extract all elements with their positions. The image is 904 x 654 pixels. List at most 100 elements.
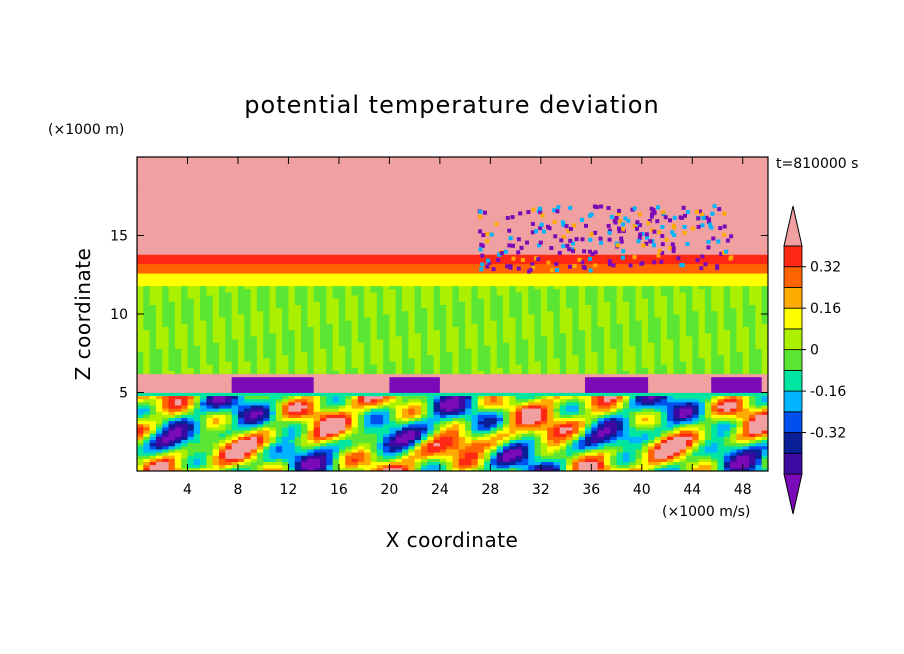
contour-cell <box>540 427 548 431</box>
contour-cell <box>490 420 498 425</box>
contour-cell <box>761 411 768 415</box>
contour-cell <box>629 392 636 397</box>
contour-cell <box>427 405 434 409</box>
contour-cell <box>578 414 586 419</box>
contour-cell <box>723 452 731 456</box>
contour-cell <box>319 464 327 469</box>
contour-cell <box>711 361 718 365</box>
contour-cell <box>736 436 744 440</box>
contour-cell <box>187 386 195 390</box>
contour-cell <box>622 314 630 318</box>
contour-cell <box>376 467 384 471</box>
contour-cell <box>137 464 144 469</box>
contour-cell <box>465 423 472 428</box>
contour-cell <box>269 386 277 390</box>
contour-cell <box>534 370 542 375</box>
contour-cell <box>566 323 573 327</box>
contour-cell <box>496 442 504 447</box>
contour-cell <box>704 323 712 327</box>
contour-cell <box>496 373 504 378</box>
contour-cell <box>200 351 207 356</box>
contour-cell <box>667 442 674 447</box>
contour-cell <box>212 461 220 466</box>
contour-cell <box>376 351 384 356</box>
contour-cell <box>622 317 630 321</box>
contour-cell <box>288 423 296 428</box>
contour-cell <box>376 420 384 425</box>
contour-cell <box>383 408 390 412</box>
contour-cell <box>332 427 340 431</box>
contour-cell <box>439 379 447 384</box>
contour-cell <box>313 351 321 356</box>
contour-cell <box>534 445 542 450</box>
contour-cell <box>502 332 510 337</box>
contour-cell <box>452 373 460 378</box>
contour-cell <box>654 342 662 346</box>
contour-cell <box>193 364 201 368</box>
contour-cell <box>679 348 687 353</box>
contour-cell <box>673 342 681 346</box>
contour-cell <box>193 342 201 346</box>
contour-cell <box>231 361 239 365</box>
contour-cell <box>212 411 220 415</box>
contour-cell <box>452 405 460 409</box>
contour-cell <box>414 455 422 459</box>
contour-cell <box>376 383 384 387</box>
contour-cell <box>698 433 706 437</box>
contour-cell <box>313 405 321 409</box>
contour-cell <box>307 436 315 440</box>
contour-cell <box>427 461 434 466</box>
contour-cell <box>174 342 182 346</box>
contour-cell <box>345 445 352 450</box>
contour-cell <box>332 373 340 378</box>
contour-cell <box>288 383 296 387</box>
contour-cell <box>414 449 422 453</box>
contour-cell <box>345 317 352 321</box>
contour-cell <box>723 326 731 331</box>
contour-cell <box>755 395 763 400</box>
contour-cell <box>250 357 258 362</box>
contour-cell <box>761 364 768 368</box>
contour-cell <box>383 383 390 387</box>
contour-cell <box>692 417 699 422</box>
contour-cell <box>275 433 283 437</box>
contour-cell <box>559 449 567 453</box>
contour-cell <box>383 373 390 378</box>
contour-cell <box>370 370 378 375</box>
contour-cell <box>679 357 687 362</box>
contour-cell <box>591 461 599 466</box>
contour-cell <box>313 354 321 359</box>
contour-cell <box>338 320 346 324</box>
contour-cell <box>364 445 371 450</box>
contour-cell <box>622 455 630 459</box>
contour-cell <box>326 351 334 356</box>
contour-cell <box>395 417 403 422</box>
contour-cell <box>585 364 592 368</box>
contour-cell <box>465 342 472 346</box>
contour-cell <box>559 351 567 356</box>
contour-cell <box>446 452 453 456</box>
contour-cell <box>433 386 441 390</box>
contour-cell <box>648 427 655 431</box>
contour-cell <box>742 392 750 397</box>
contour-cell <box>496 383 504 387</box>
contour-cell <box>326 342 334 346</box>
contour-cell <box>402 335 409 340</box>
contour-cell <box>351 467 359 471</box>
contour-cell <box>723 389 731 393</box>
contour-cell <box>477 408 485 412</box>
contour-cell <box>307 326 315 331</box>
contour-cell <box>452 354 460 359</box>
contour-cell <box>667 427 674 431</box>
contour-cell <box>301 348 308 353</box>
contour-cell <box>660 464 668 469</box>
contour-cell <box>528 376 535 381</box>
contour-cell <box>395 345 403 349</box>
contour-cell <box>452 411 460 415</box>
contour-cell <box>420 411 428 415</box>
contour-cell <box>509 389 516 393</box>
contour-cell <box>465 354 472 359</box>
contour-cell <box>231 351 239 356</box>
contour-cell <box>206 417 214 422</box>
contour-cell <box>263 458 270 462</box>
